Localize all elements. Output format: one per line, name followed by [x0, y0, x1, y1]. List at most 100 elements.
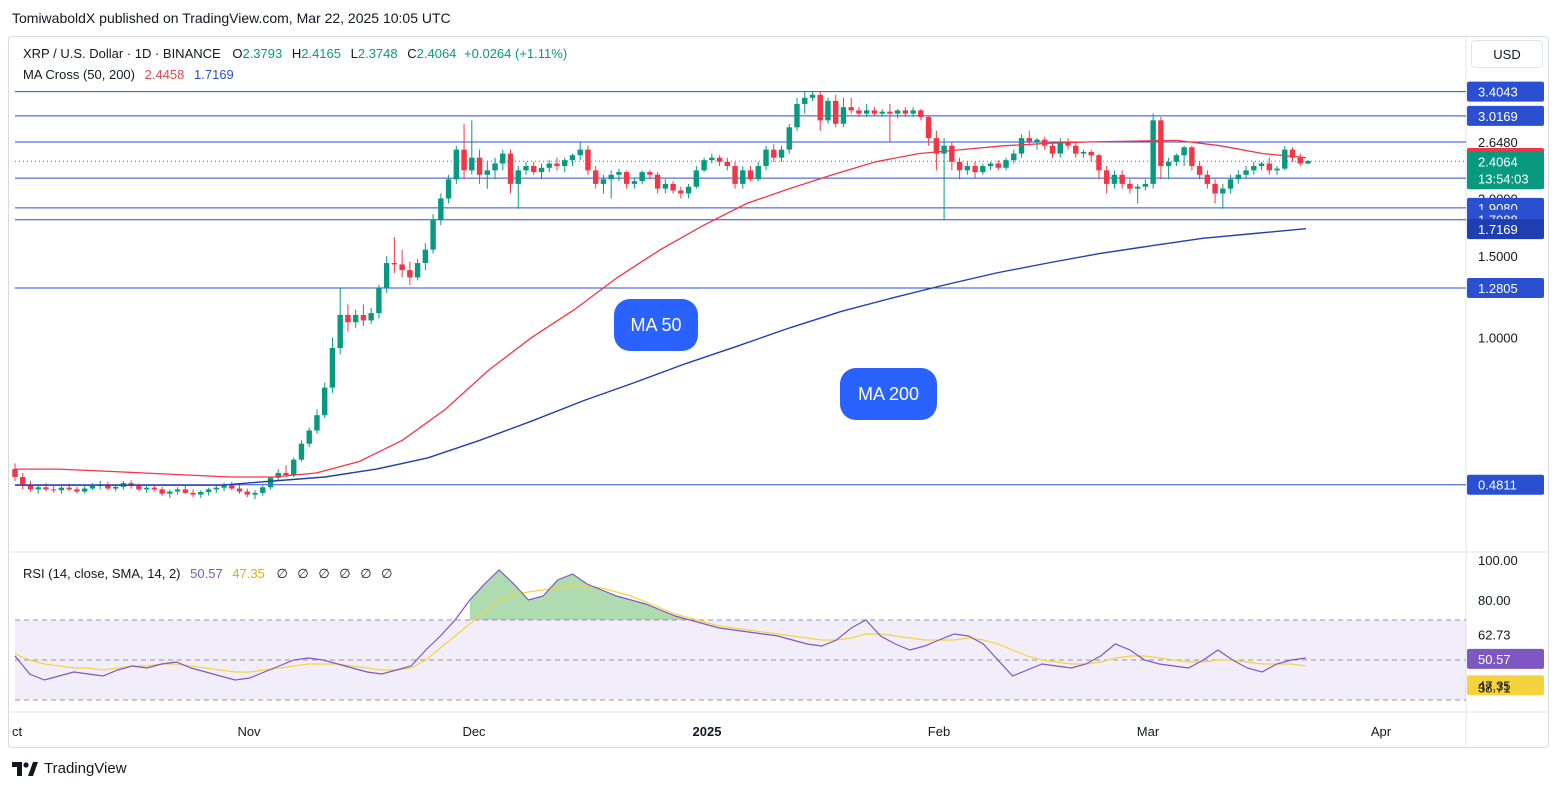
- rsi-sma-badge-text: 47.35: [1478, 678, 1511, 693]
- candle-body: [631, 181, 638, 184]
- ohlc-close: 2.4064: [416, 46, 457, 61]
- symbol-name[interactable]: XRP / U.S. Dollar · 1D · BINANCE: [23, 46, 221, 61]
- ma50-callout-label: MA 50: [630, 315, 681, 335]
- candle-body: [515, 170, 521, 184]
- candle-body: [314, 415, 320, 431]
- current-price-badge-countdown: 13:54:03: [1478, 171, 1529, 186]
- ma50-callout-bg: [614, 299, 698, 351]
- candle-body: [190, 492, 196, 495]
- candle-body: [507, 153, 514, 184]
- candle-body: [205, 489, 212, 492]
- ohlc-open: 2.3793: [242, 46, 283, 61]
- horizontal-levels: [15, 91, 1466, 486]
- candle-body: [1289, 149, 1296, 158]
- candle-body: [81, 488, 88, 492]
- candle-body: [949, 145, 955, 162]
- candle-body: [1220, 188, 1226, 194]
- candle-body: [809, 94, 816, 98]
- candle-body: [972, 166, 978, 173]
- ohlc-close-label: C: [407, 46, 417, 61]
- level-badge-text: 1.2805: [1478, 281, 1518, 296]
- candle-body: [1088, 152, 1094, 156]
- ma200-badge-text: 1.7169: [1478, 222, 1518, 237]
- candle-body: [825, 100, 831, 121]
- rsi-tick-label: 100.00: [1478, 553, 1518, 568]
- candle-body: [987, 163, 994, 167]
- candle-body: [445, 179, 452, 199]
- candle-body: [662, 183, 669, 189]
- candle-body: [492, 163, 498, 171]
- candle-body: [763, 149, 769, 167]
- level-badge: 3.4043: [1467, 81, 1544, 102]
- candle-body: [229, 485, 235, 489]
- time-tick-label: Mar: [1137, 724, 1160, 739]
- candle-body: [407, 270, 413, 278]
- ma-indicator-label[interactable]: MA Cross (50, 200): [23, 67, 135, 82]
- candle-body: [956, 161, 963, 171]
- candle-body: [840, 107, 847, 124]
- price-tick-label: 1.0000: [1478, 331, 1518, 346]
- candle-body: [887, 111, 893, 114]
- rsi-pane: [15, 570, 1466, 701]
- candle-body: [74, 489, 80, 492]
- candle-body: [592, 170, 599, 184]
- price-change: +0.0264 (+1.11%): [464, 46, 568, 61]
- rsi-line: [14, 569, 1307, 681]
- candle-body: [143, 487, 150, 490]
- candle-body: [244, 491, 250, 495]
- time-tick-label: Dec: [462, 724, 486, 739]
- candle-body: [918, 110, 924, 117]
- price-axis: 1.00001.50002.00003.40433.01692.21261.90…: [1467, 81, 1544, 495]
- candle-body: [1173, 155, 1180, 162]
- tradingview-logo[interactable]: TradingView: [12, 760, 127, 777]
- currency-button[interactable]: USD: [1471, 40, 1543, 68]
- ohlc-high: 2.4165: [301, 46, 341, 61]
- candle-body: [1034, 139, 1040, 142]
- candle-body: [236, 488, 243, 492]
- candle-body: [1305, 160, 1311, 164]
- candle-body: [1142, 183, 1149, 187]
- candle-body: [863, 110, 870, 114]
- ma200-legend-value: 1.7169: [194, 67, 234, 82]
- candle-body: [1196, 166, 1203, 175]
- candle-body: [1158, 120, 1164, 167]
- candle-body: [182, 489, 189, 493]
- candle-body: [1119, 174, 1125, 184]
- publisher-line: TomiwaboldX published on TradingView.com…: [12, 10, 451, 26]
- candle-body: [794, 104, 800, 128]
- level-badge-text: 2.6480: [1478, 135, 1518, 150]
- rsi-empty-values: ∅ ∅ ∅ ∅ ∅ ∅: [276, 566, 396, 581]
- candles: [12, 91, 1311, 500]
- rsi-indicator-label[interactable]: RSI (14, close, SMA, 14, 2): [23, 566, 181, 581]
- candle-body: [283, 472, 289, 475]
- candle-body: [523, 166, 529, 171]
- ohlc-low: 2.3748: [357, 46, 398, 61]
- candle-body: [500, 153, 506, 164]
- candle-body: [910, 110, 916, 114]
- candle-body: [260, 487, 266, 493]
- candle-body: [1282, 149, 1288, 169]
- candle-body: [1251, 166, 1257, 171]
- candle-body: [933, 138, 940, 154]
- candle-body: [221, 485, 227, 488]
- candle-body: [151, 487, 158, 490]
- candle-body: [817, 94, 823, 121]
- candle-body: [531, 166, 537, 173]
- candle-body: [1165, 161, 1172, 167]
- candle-body: [1212, 183, 1218, 194]
- candle-body: [608, 174, 614, 180]
- rsi-badge-bg: [1467, 648, 1544, 669]
- rsi-badge: 50.57: [1467, 648, 1544, 669]
- candle-body: [709, 157, 715, 161]
- candle-body: [879, 111, 885, 114]
- candle-body: [27, 485, 34, 490]
- candle-body: [213, 487, 220, 490]
- candle-body: [1011, 153, 1017, 161]
- candle-body: [678, 190, 684, 194]
- candle-body: [391, 263, 398, 265]
- candle-body: [771, 149, 777, 158]
- ohlc-open-label: O: [232, 46, 243, 61]
- candle-body: [298, 443, 305, 460]
- candle-body: [1297, 157, 1303, 164]
